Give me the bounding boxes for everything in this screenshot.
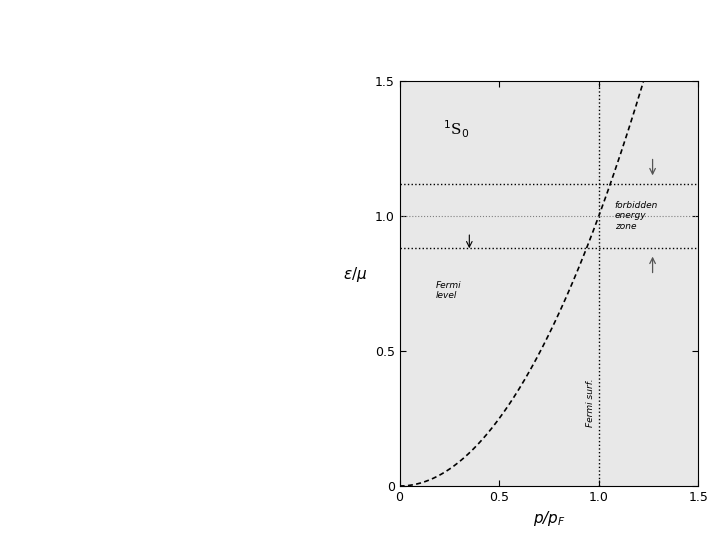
Text: $^1$S$_0$: $^1$S$_0$ [444,119,469,140]
Text: processes: processes [73,279,151,293]
Text: Fermi
level: Fermi level [436,281,461,300]
Y-axis label: $\epsilon/\mu$: $\epsilon/\mu$ [343,265,367,284]
Text: C: C [264,113,271,123]
Text: Effects of superfluidity: Effects of superfluidity [181,12,539,39]
Text: • Modifies heat capacity: • Modifies heat capacity [47,183,237,197]
Text: forbidden
energy
zone: forbidden energy zone [615,201,658,231]
Text: :: : [274,113,280,128]
Text: •  Possibly affects heat transport ?: • Possibly affects heat transport ? [47,406,320,420]
Text: emission due to Cooper pairing: emission due to Cooper pairing [73,355,318,369]
Text: Fermi surf.: Fermi surf. [586,378,595,427]
Text: • Creates a new process: neutrino: • Creates a new process: neutrino [47,323,314,336]
X-axis label: p/p$_F$: p/p$_F$ [533,509,565,529]
Text: Cooper pairing at T<T: Cooper pairing at T<T [50,113,231,128]
Text: • Suppresses ordinary neutrino: • Suppresses ordinary neutrino [47,247,293,261]
